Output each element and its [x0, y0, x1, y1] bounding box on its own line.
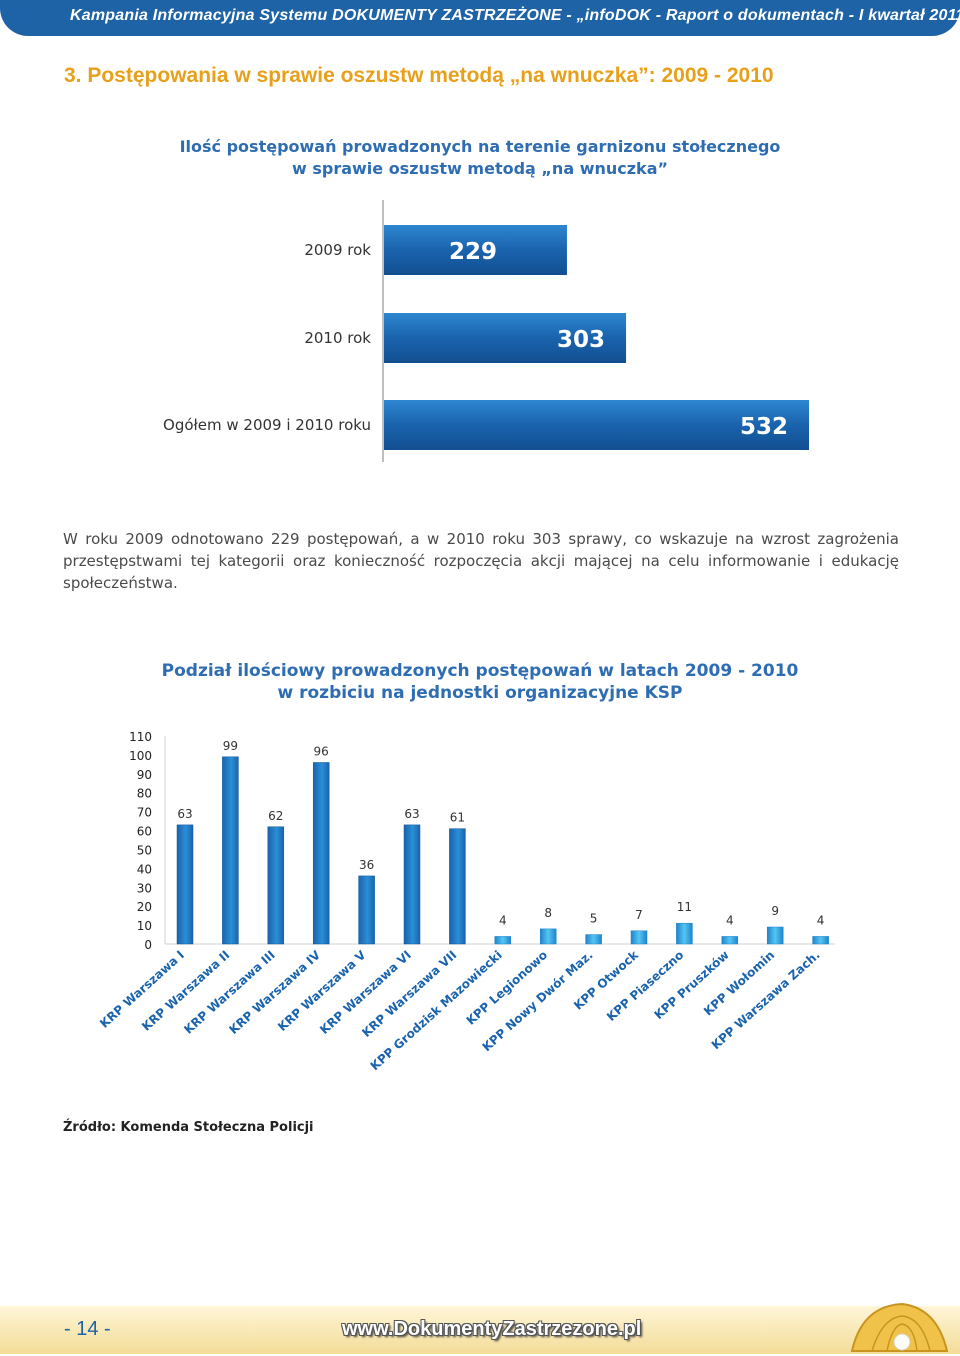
chart1-category-label: 2009 rok [304, 241, 371, 259]
chart2-bar [403, 824, 421, 945]
chart2-value-label: 8 [544, 906, 552, 920]
chart2-y-tick-label: 110 [129, 730, 152, 744]
chart1-value-label: 303 [557, 327, 605, 353]
chart2-value-label: 61 [450, 811, 465, 825]
chart2-y-tick-label: 80 [137, 787, 152, 801]
source-note: Źródło: Komenda Stołeczna Policji [63, 1120, 314, 1135]
chart1-horizontal-bar-chart: 2009 rok 229 2010 rok 303 Ogółem w 2009 i 20… [163, 200, 809, 462]
chart2-bar [585, 934, 602, 945]
chart2-value-label: 4 [499, 913, 507, 927]
chart2-y-tick-label: 100 [129, 749, 152, 763]
chart1-title: Ilość postępowań prowadzonych na terenie… [0, 136, 960, 180]
chart1-value-label: 532 [740, 414, 788, 440]
chart2-value-label: 4 [817, 913, 825, 927]
chart2-title-line2: w rozbiciu na jednostki organizacyjne KS… [277, 683, 683, 703]
chart2-y-tick-label: 90 [137, 768, 152, 782]
chart2-value-label: 62 [268, 809, 283, 823]
chart1-category-label: 2010 rok [304, 329, 371, 347]
chart2-y-tick-label: 20 [137, 900, 152, 914]
chart2-value-label: 9 [771, 904, 779, 918]
chart2-bar [539, 928, 557, 945]
chart1-title-line1: Ilość postępowań prowadzonych na terenie… [179, 137, 781, 156]
chart2-value-label: 36 [359, 858, 374, 872]
section-title: 3. Postępowania w sprawie oszustw metodą… [64, 64, 774, 87]
chart2-value-label: 5 [590, 912, 598, 926]
chart2-value-label: 4 [726, 913, 734, 927]
chart1-bar [384, 313, 627, 363]
chart2-title: Podział ilościowy prowadzonych postępowa… [0, 660, 960, 704]
chart2-bar [812, 936, 829, 945]
chart2-bar [222, 756, 239, 945]
chart1-value-label: 229 [449, 239, 497, 265]
chart2-value-label: 96 [314, 744, 329, 758]
chart2-bar-chart: 0 10 20 30 40 50 60 70 80 90 100 110 63 KRP Warszawa … [97, 730, 835, 1073]
chart2-bar [358, 875, 375, 945]
page-footer [0, 1306, 960, 1354]
chart2-bar [630, 930, 648, 945]
chart2-y-tick-label: 30 [137, 881, 152, 895]
chart2-y-tick-label: 50 [137, 843, 152, 857]
pearl-shell-logo-icon [850, 1302, 949, 1352]
chart2-y-tick-label: 40 [137, 862, 152, 876]
header-title: Kampania Informacyjna Systemu DOKUMENTY … [70, 7, 960, 24]
chart2-title-line1: Podział ilościowy prowadzonych postępowa… [161, 661, 799, 681]
chart2-bar [494, 936, 512, 945]
chart2-value-label: 11 [677, 900, 692, 914]
chart1-category-label: Ogółem w 2009 i 2010 roku [163, 416, 371, 434]
chart2-y-tick-label: 10 [137, 919, 152, 933]
page-header: Kampania Informacyjna Systemu DOKUMENTY … [0, 0, 960, 36]
chart2-category-label: KRP Warszawa I [97, 948, 187, 1031]
website-link[interactable]: www.DokumentyZastrzezone.pl [342, 1318, 642, 1340]
chart2-category-label: KPP Piaseczno [604, 948, 686, 1024]
chart2-y-tick-label: 70 [137, 806, 152, 820]
chart2-bar [449, 828, 466, 945]
page-number: - 14 - [64, 1318, 111, 1340]
chart2-value-label: 63 [177, 807, 192, 821]
chart2-value-label: 7 [635, 908, 643, 922]
description-paragraph: W roku 2009 odnotowano 229 postępowań, a… [63, 530, 899, 592]
chart2-value-label: 63 [404, 807, 419, 821]
chart2-bar [176, 824, 194, 945]
chart1-title-line2: w sprawie oszustw metodą „na wnuczka” [291, 159, 668, 178]
chart2-bar [312, 762, 330, 945]
chart2-value-label: 99 [223, 739, 238, 753]
chart2-bar [721, 936, 739, 945]
chart2-bar [267, 826, 285, 945]
chart2-category-label: KRP Warszawa II [139, 948, 232, 1034]
chart1-bar [384, 225, 567, 275]
chart2-bar [676, 922, 693, 945]
chart1-bar [384, 400, 809, 450]
chart2-bar [766, 926, 784, 945]
chart2-y-tick-label: 60 [137, 825, 152, 839]
chart2-y-tick-label: 0 [144, 938, 152, 952]
chart2-category-label: KPP Legionowo [464, 948, 551, 1028]
